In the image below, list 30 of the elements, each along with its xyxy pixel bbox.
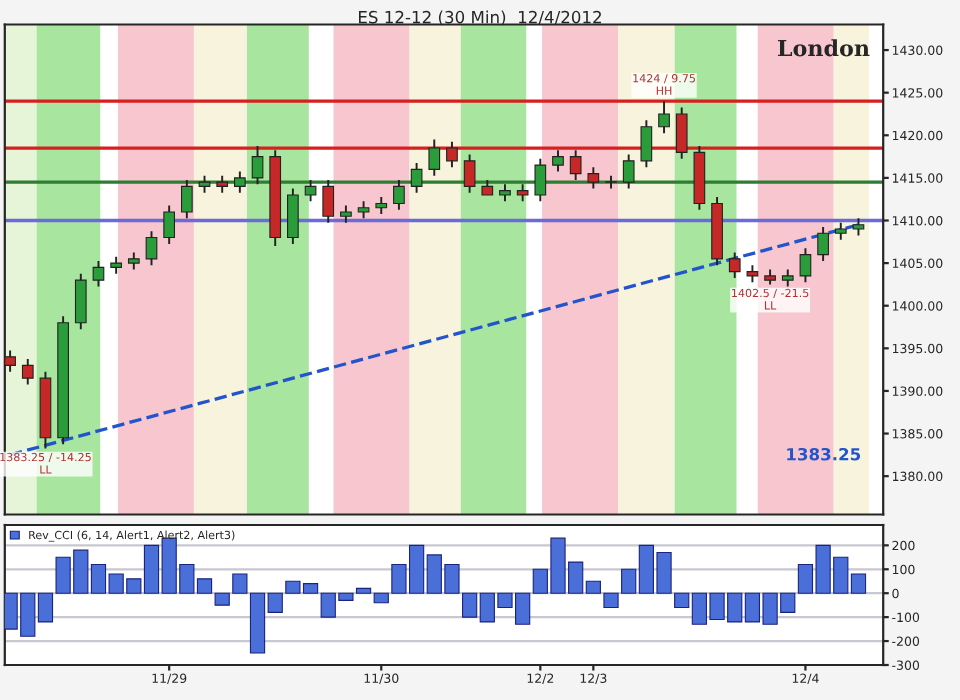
candlestick (675, 106, 688, 160)
candlestick (393, 179, 405, 211)
candlestick (251, 144, 264, 186)
candlestick (410, 162, 423, 194)
candlestick (428, 138, 441, 177)
candlestick (622, 153, 635, 190)
candlestick (446, 140, 458, 169)
candlestick (163, 204, 176, 245)
candlestick (569, 149, 582, 181)
candlestick (304, 179, 317, 203)
candlestick (587, 166, 600, 190)
candlestick (817, 225, 829, 262)
candlestick (145, 230, 158, 267)
candlestick (658, 100, 670, 135)
candlestick (180, 179, 193, 220)
candlestick (287, 187, 299, 245)
annotation: 1383.25 (787, 447, 861, 461)
candlestick (799, 247, 812, 284)
candlestick (463, 153, 476, 194)
candlestick (322, 179, 335, 224)
candlestick (74, 272, 87, 331)
candlestick (234, 170, 246, 194)
candlestick (21, 358, 34, 386)
annotation: London (777, 39, 870, 57)
candlestick (92, 260, 105, 288)
candlestick (534, 157, 547, 203)
chart-title: ES 12-12 (30 Min) 12/4/2012 (359, 10, 601, 26)
candlestick (640, 119, 653, 169)
candlestick (552, 149, 564, 173)
candlestick (728, 251, 741, 279)
